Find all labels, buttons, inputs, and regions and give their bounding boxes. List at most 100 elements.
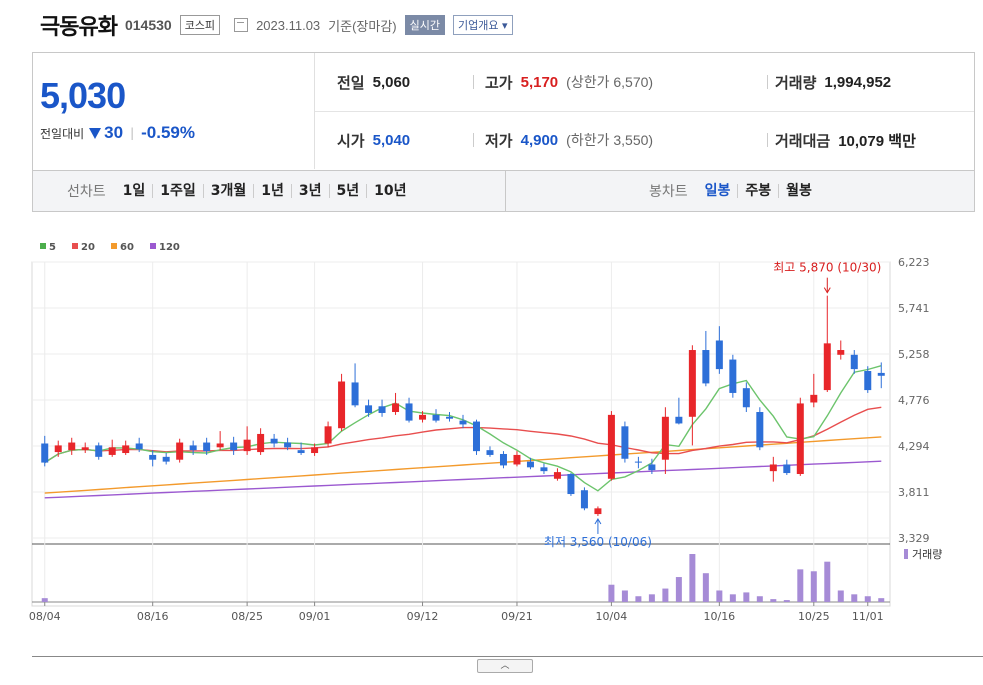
- tab-weekly[interactable]: 주봉: [737, 184, 778, 198]
- tab-1w[interactable]: 1주일: [152, 184, 203, 198]
- candle-body: [607, 414, 615, 479]
- candle-body: [432, 414, 440, 421]
- legend-label: 60: [120, 242, 134, 253]
- line-chart-label: 선차트: [67, 184, 106, 200]
- candle-body: [796, 403, 804, 475]
- x-tick-label: 08/25: [231, 610, 263, 623]
- candle-body: [351, 382, 359, 406]
- open-value: 5,040: [372, 131, 411, 149]
- candle-body: [553, 472, 561, 479]
- collapse-toggle-button[interactable]: ︿: [477, 659, 533, 673]
- realtime-button[interactable]: 실시간: [404, 15, 446, 35]
- market-badge: 코스피: [179, 15, 221, 35]
- candle-body: [756, 412, 764, 448]
- candle-body: [405, 403, 413, 421]
- low-price: 저가 4,900 (하한가 3,550): [485, 130, 653, 151]
- tab-daily[interactable]: 일봉: [704, 183, 731, 199]
- candle-body: [810, 394, 818, 403]
- high-price: 고가 5,170 (상한가 6,570): [485, 72, 653, 93]
- x-tick-label: 09/21: [501, 610, 533, 623]
- tab-1y[interactable]: 1년: [253, 184, 291, 198]
- stock-name: 극동유화: [40, 15, 118, 40]
- tab-3m[interactable]: 3개월: [202, 184, 254, 198]
- volume-bar: [810, 571, 817, 602]
- min-annotation: 최저 3,560 (10/06): [544, 535, 652, 549]
- ma60-line: [44, 436, 882, 494]
- tab-monthly[interactable]: 월봉: [778, 184, 819, 198]
- stock-code: 014530: [124, 17, 172, 33]
- candle-body: [392, 403, 400, 413]
- trade-amount: 거래대금 10,079 백만: [775, 130, 916, 151]
- volume-bar: [689, 554, 696, 602]
- volume-bar: [783, 600, 790, 602]
- quote-row-2: 시가 5,040 저가 4,900 (하한가 3,550) 거래대금 10,07…: [315, 111, 974, 169]
- legend-label: 120: [159, 242, 180, 253]
- x-tick-label: 10/04: [596, 610, 628, 623]
- candle-body: [742, 388, 750, 408]
- x-tick-label: 11/01: [852, 610, 884, 623]
- candle-body: [311, 447, 319, 454]
- legend-label: 5: [49, 242, 56, 253]
- candle-body: [580, 490, 588, 509]
- max-annotation: 최고 5,870 (10/30): [773, 261, 881, 275]
- candle-body: [203, 442, 211, 452]
- volume-bar: [716, 590, 723, 602]
- candle-body: [338, 381, 346, 429]
- prev-close-label: 전일: [337, 73, 365, 92]
- high-value: 5,170: [520, 73, 559, 91]
- candle-body: [769, 464, 777, 472]
- chart-svg: 6,223 5,741 5,258 4,776 4,294 3,811 3,329 08/04…: [29, 242, 942, 623]
- candle-body: [594, 508, 602, 515]
- tab-1d[interactable]: 1일: [122, 183, 146, 199]
- y-tick-label: 5,741: [898, 302, 930, 315]
- x-tick-label: 08/04: [29, 610, 61, 623]
- legend-swatch: [150, 243, 156, 249]
- chevron-up-icon: ︿: [500, 661, 510, 671]
- candle-body: [702, 350, 710, 384]
- candle-body: [715, 340, 723, 370]
- upper-limit-value: 6,570): [613, 74, 654, 90]
- line-chart-tabs: 선차트 1일 1주일 3개월 1년 3년 5년 10년: [67, 171, 414, 211]
- divider: [505, 171, 506, 211]
- volume-bar: [743, 592, 750, 602]
- candle-body: [284, 442, 292, 448]
- candle-body: [688, 350, 696, 417]
- tab-3y[interactable]: 3년: [290, 184, 329, 198]
- candle-body: [513, 454, 521, 465]
- candle-body: [459, 420, 467, 425]
- candle-body: [634, 461, 642, 463]
- tab-10y[interactable]: 10년: [366, 184, 413, 198]
- prev-close-value: 5,060: [372, 73, 411, 91]
- candle-body: [446, 416, 454, 419]
- candle-body: [257, 433, 265, 453]
- corp-overview-dropdown[interactable]: 기업개요 ▾: [453, 15, 513, 35]
- candle-body: [162, 456, 170, 462]
- lower-limit-value: 3,550): [613, 132, 654, 148]
- candle-body: [499, 453, 507, 466]
- chart-tabs: 선차트 1일 1주일 3개월 1년 3년 5년 10년 봉차트 일봉 주봉 월봉: [32, 170, 975, 212]
- corp-overview-label: 기업개요: [458, 19, 499, 32]
- volume-legend-swatch: [904, 549, 908, 559]
- quote-basis: 기준(장마감): [328, 18, 397, 34]
- max-arrowhead: [823, 287, 831, 294]
- x-tick-label: 10/16: [703, 610, 735, 623]
- divider: [767, 133, 768, 147]
- current-price-panel: 5,030 전일대비 30 | -0.59%: [33, 53, 315, 169]
- candle-body: [324, 426, 332, 444]
- candle-body: [149, 454, 157, 460]
- open-price: 시가 5,040: [337, 130, 410, 151]
- candlestick-chart: 6,223 5,741 5,258 4,776 4,294 3,811 3,329 08/04…: [0, 210, 983, 681]
- chevron-down-icon: ▾: [502, 19, 508, 32]
- volume-bar: [878, 598, 885, 602]
- candle-body: [567, 474, 575, 495]
- candle-body: [81, 447, 89, 451]
- volume-legend-label: 거래량: [912, 548, 942, 561]
- candle-chart-tabs: 봉차트 일봉 주봉 월봉: [649, 171, 819, 211]
- candle-body: [783, 464, 791, 474]
- legend-label: 20: [81, 242, 95, 253]
- divider: [473, 133, 474, 147]
- tab-5y[interactable]: 5년: [328, 184, 367, 198]
- candle-body: [68, 442, 76, 451]
- change-amount: 30: [104, 123, 124, 142]
- candle-body: [216, 443, 224, 448]
